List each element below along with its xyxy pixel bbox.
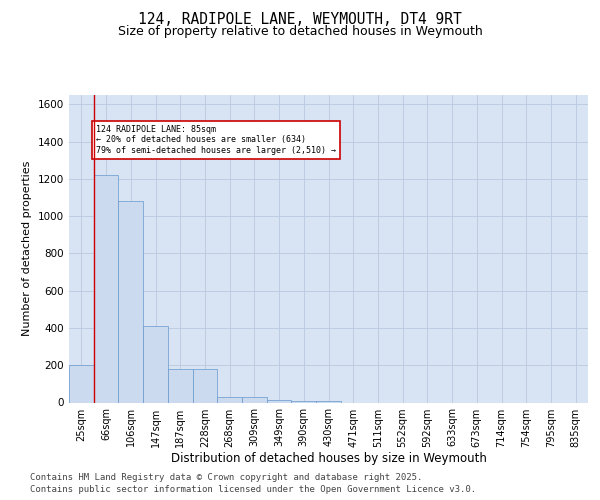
Bar bbox=[118, 201, 143, 402]
Bar bbox=[267, 400, 292, 402]
Text: 124, RADIPOLE LANE, WEYMOUTH, DT4 9RT: 124, RADIPOLE LANE, WEYMOUTH, DT4 9RT bbox=[138, 12, 462, 28]
Bar bbox=[292, 400, 316, 402]
Bar bbox=[316, 401, 341, 402]
Bar bbox=[193, 369, 217, 402]
Y-axis label: Number of detached properties: Number of detached properties bbox=[22, 161, 32, 336]
Bar bbox=[217, 397, 242, 402]
Bar bbox=[69, 365, 94, 403]
Text: 124 RADIPOLE LANE: 85sqm
← 20% of detached houses are smaller (634)
79% of semi-: 124 RADIPOLE LANE: 85sqm ← 20% of detach… bbox=[96, 125, 336, 154]
Bar bbox=[94, 175, 118, 402]
X-axis label: Distribution of detached houses by size in Weymouth: Distribution of detached houses by size … bbox=[170, 452, 487, 466]
Text: Contains HM Land Registry data © Crown copyright and database right 2025.: Contains HM Land Registry data © Crown c… bbox=[30, 472, 422, 482]
Bar bbox=[168, 369, 193, 402]
Bar bbox=[242, 397, 267, 402]
Text: Contains public sector information licensed under the Open Government Licence v3: Contains public sector information licen… bbox=[30, 485, 476, 494]
Text: Size of property relative to detached houses in Weymouth: Size of property relative to detached ho… bbox=[118, 25, 482, 38]
Bar bbox=[143, 326, 168, 402]
